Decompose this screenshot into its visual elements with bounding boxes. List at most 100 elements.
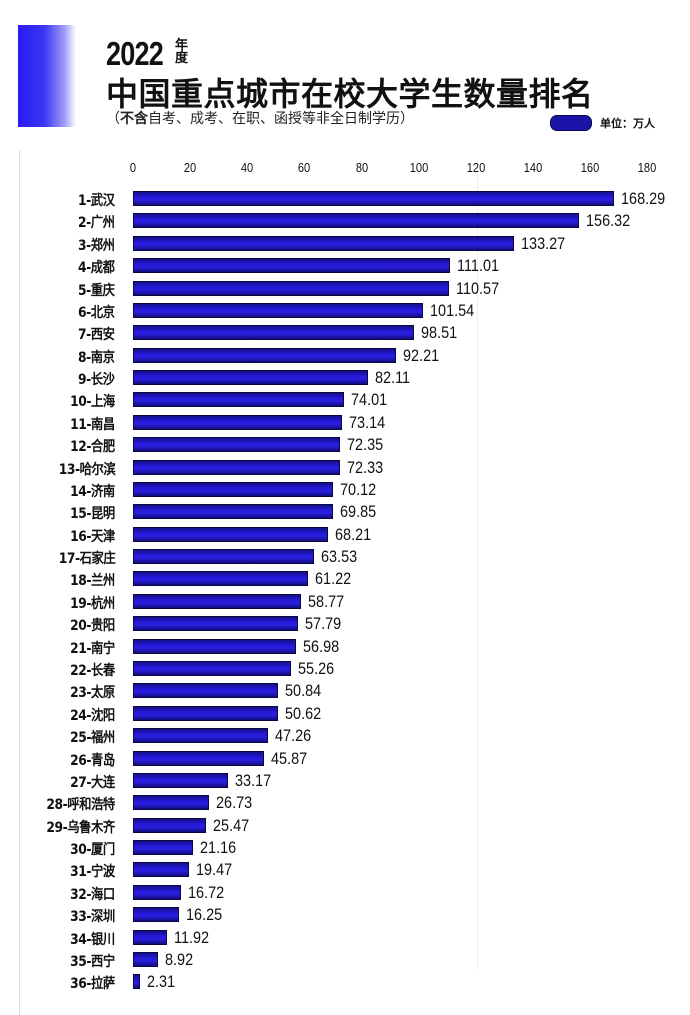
- x-tick-label: 120: [467, 160, 485, 175]
- category-label: 35-西宁: [70, 951, 115, 971]
- bar-row: 35-西宁 8.92: [0, 949, 690, 971]
- category-label: 28-呼和浩特: [47, 794, 115, 814]
- x-tick-label: 140: [524, 160, 542, 175]
- bar-row: 2-广州 156.32: [0, 210, 690, 232]
- x-tick-label: 80: [355, 160, 367, 175]
- bar: [133, 460, 340, 475]
- category-label: 24-沈阳: [70, 705, 115, 725]
- category-label: 20-贵阳: [70, 615, 115, 635]
- legend-swatch-icon: [550, 115, 592, 131]
- bar-row: 5-重庆110.57: [0, 278, 690, 300]
- bar-row: 8-南京92.21: [0, 345, 690, 367]
- bar-value-label: 56.98: [303, 637, 339, 657]
- bar-row: 36-拉萨2.31: [0, 971, 690, 993]
- category-label: 14-济南: [70, 481, 115, 501]
- bar: [133, 437, 340, 452]
- category-label: 19-杭州: [70, 593, 115, 613]
- accent-block: [18, 25, 76, 127]
- bar-row: 24-沈阳 50.62: [0, 703, 690, 725]
- bar-value-label: 168.29: [621, 189, 665, 209]
- category-label: 26-青岛: [70, 750, 115, 770]
- bar-value-label: 92.21: [403, 346, 439, 366]
- bar-value-label: 45.87: [271, 749, 307, 769]
- bar-row: 32-海口16.72: [0, 882, 690, 904]
- subtitle-rest: 自考、成考、在职、函授等非全日制学历）: [148, 111, 414, 127]
- bar-value-label: 8.92: [165, 950, 193, 970]
- category-label: 32-海口: [70, 884, 115, 904]
- bar-value-label: 73.14: [349, 413, 385, 433]
- bar-row: 18-兰州 61.22: [0, 568, 690, 590]
- bar: [133, 370, 368, 385]
- category-label: 7-西安: [78, 324, 115, 344]
- bar: [133, 482, 333, 497]
- bar-row: 1-武汉168.29: [0, 188, 690, 210]
- bar: [133, 504, 333, 519]
- bar: [133, 907, 179, 922]
- bar-value-label: 101.54: [430, 301, 474, 321]
- bar-value-label: 58.77: [308, 592, 344, 612]
- category-label: 36-拉萨: [70, 973, 115, 993]
- bar-row: 17-石家庄63.53: [0, 546, 690, 568]
- x-tick-label: 0: [130, 160, 136, 175]
- bar-row: 26-青岛 45.87: [0, 748, 690, 770]
- category-label: 23-太原: [70, 682, 115, 702]
- bar-row: 14-济南70.12: [0, 479, 690, 501]
- bar: [133, 974, 140, 989]
- bar-row: 33-深圳 16.25: [0, 904, 690, 926]
- bar-value-label: 156.32: [586, 211, 630, 231]
- category-label: 29-乌鲁木齐: [47, 817, 115, 837]
- bar-value-label: 50.62: [285, 704, 321, 724]
- x-tick-label: 40: [241, 160, 253, 175]
- category-label: 2-广州: [78, 212, 115, 232]
- bar-row: 21-南宁56.98: [0, 636, 690, 658]
- bar-row: 28-呼和浩特26.73: [0, 792, 690, 814]
- bar-value-label: 19.47: [196, 860, 232, 880]
- bar-value-label: 25.47: [213, 816, 249, 836]
- bar-value-label: 98.51: [421, 323, 457, 343]
- legend-label: 单位：万人: [600, 115, 655, 131]
- bar-value-label: 68.21: [335, 525, 371, 545]
- bar-value-label: 16.25: [186, 905, 222, 925]
- bar-row: 15-昆明69.85: [0, 501, 690, 523]
- bar-value-label: 69.85: [340, 502, 376, 522]
- bar: [133, 639, 296, 654]
- bar: [133, 706, 278, 721]
- bar-row: 9-长沙82.11: [0, 367, 690, 389]
- bar-row: 16-天津 68.21: [0, 524, 690, 546]
- bar-row: 34-银川11.92: [0, 927, 690, 949]
- bar: [133, 281, 449, 296]
- chart-title: 中国重点城市在校大学生数量排名: [106, 76, 594, 112]
- category-label: 16-天津: [70, 526, 115, 546]
- bar-value-label: 63.53: [321, 547, 357, 567]
- bar-row: 10-上海 74.01: [0, 389, 690, 411]
- category-label: 18-兰州: [70, 570, 115, 590]
- bar-row: 23-太原 50.84: [0, 680, 690, 702]
- category-label: 12-合肥: [70, 436, 115, 456]
- x-tick-label: 100: [409, 160, 427, 175]
- bar: [133, 728, 268, 743]
- bar-value-label: 82.11: [375, 368, 410, 388]
- bar: [133, 527, 328, 542]
- bar-value-label: 50.84: [285, 681, 321, 701]
- category-label: 33-深圳: [70, 906, 115, 926]
- bar: [133, 683, 278, 698]
- bar-value-label: 61.22: [315, 569, 351, 589]
- bar-row: 22-长春55.26: [0, 658, 690, 680]
- bar: [133, 258, 450, 273]
- bar-row: 27-大连33.17: [0, 770, 690, 792]
- category-label: 22-长春: [70, 660, 115, 680]
- bar-value-label: 133.27: [521, 234, 565, 254]
- bar-row: 11-南昌73.14: [0, 412, 690, 434]
- bar: [133, 840, 193, 855]
- bar: [133, 952, 158, 967]
- category-label: 5-重庆: [78, 280, 115, 300]
- bar-value-label: 72.33: [347, 458, 383, 478]
- bar-row: 25-福州47.26: [0, 725, 690, 747]
- bar: [133, 616, 298, 631]
- bar: [133, 303, 423, 318]
- x-tick-label: 180: [638, 160, 656, 175]
- category-label: 10-上海: [70, 391, 115, 411]
- bar-row: 7-西安 98.51: [0, 322, 690, 344]
- bar: [133, 885, 181, 900]
- bar-value-label: 74.01: [351, 390, 387, 410]
